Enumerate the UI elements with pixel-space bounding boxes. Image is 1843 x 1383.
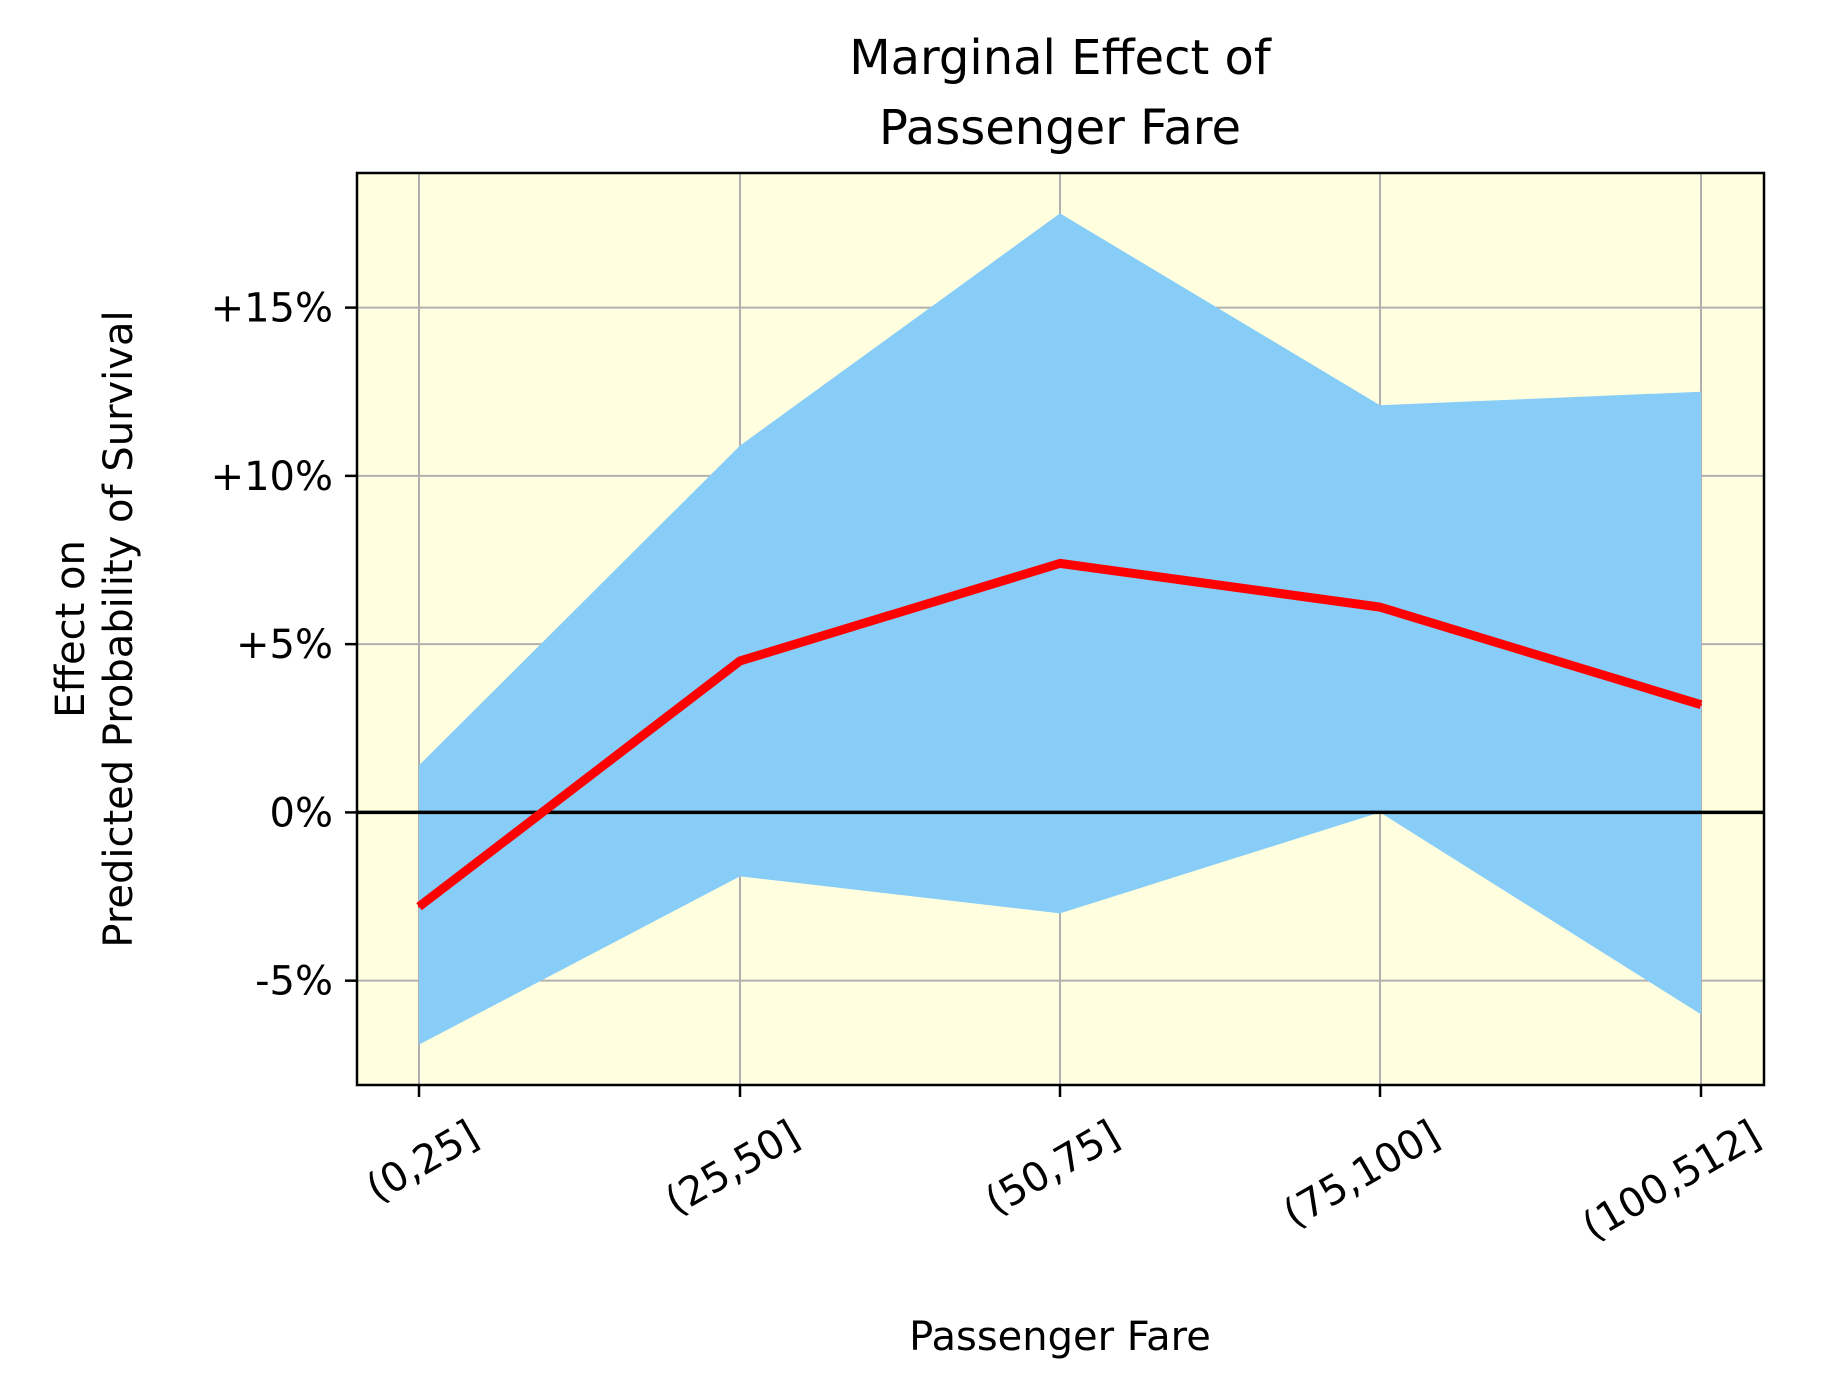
x-axis-label: Passenger Fare — [909, 1314, 1211, 1360]
x-tick-label-4: (100,512] — [1575, 1112, 1768, 1250]
data-point-2 — [1059, 562, 1061, 565]
data-point-4 — [1700, 703, 1702, 706]
data-point-0 — [418, 905, 420, 908]
confidence-band — [419, 213, 1701, 1045]
y-axis-label-line-2: Predicted Probability of Survival — [96, 310, 142, 947]
chart-title-line-2: Passenger Fare — [879, 100, 1241, 156]
y-tick-label-4: +15% — [211, 286, 333, 332]
chart-title-line-1: Marginal Effect of — [849, 30, 1272, 86]
data-point-1 — [739, 659, 741, 662]
y-tick-label-2: +5% — [236, 622, 333, 668]
y-tick-label-3: +10% — [211, 454, 333, 500]
x-tick-label-1: (25,50] — [658, 1112, 807, 1225]
x-tick-label-0: (0,25] — [359, 1112, 486, 1212]
x-tick-label-3: (75,100] — [1276, 1112, 1447, 1237]
x-axis-ticks: (0,25] (25,50] (50,75] (75,100] (100,512] — [359, 1085, 1768, 1250]
data-points — [418, 562, 1702, 908]
y-axis-ticks: -5% 0% +5% +10% +15% — [211, 286, 357, 1005]
y-tick-label-0: -5% — [255, 959, 333, 1005]
x-tick-label-2: (50,75] — [978, 1112, 1127, 1225]
y-axis-label-line-1: Effect on — [48, 540, 94, 718]
y-tick-label-1: 0% — [270, 790, 333, 836]
data-point-3 — [1379, 606, 1381, 609]
